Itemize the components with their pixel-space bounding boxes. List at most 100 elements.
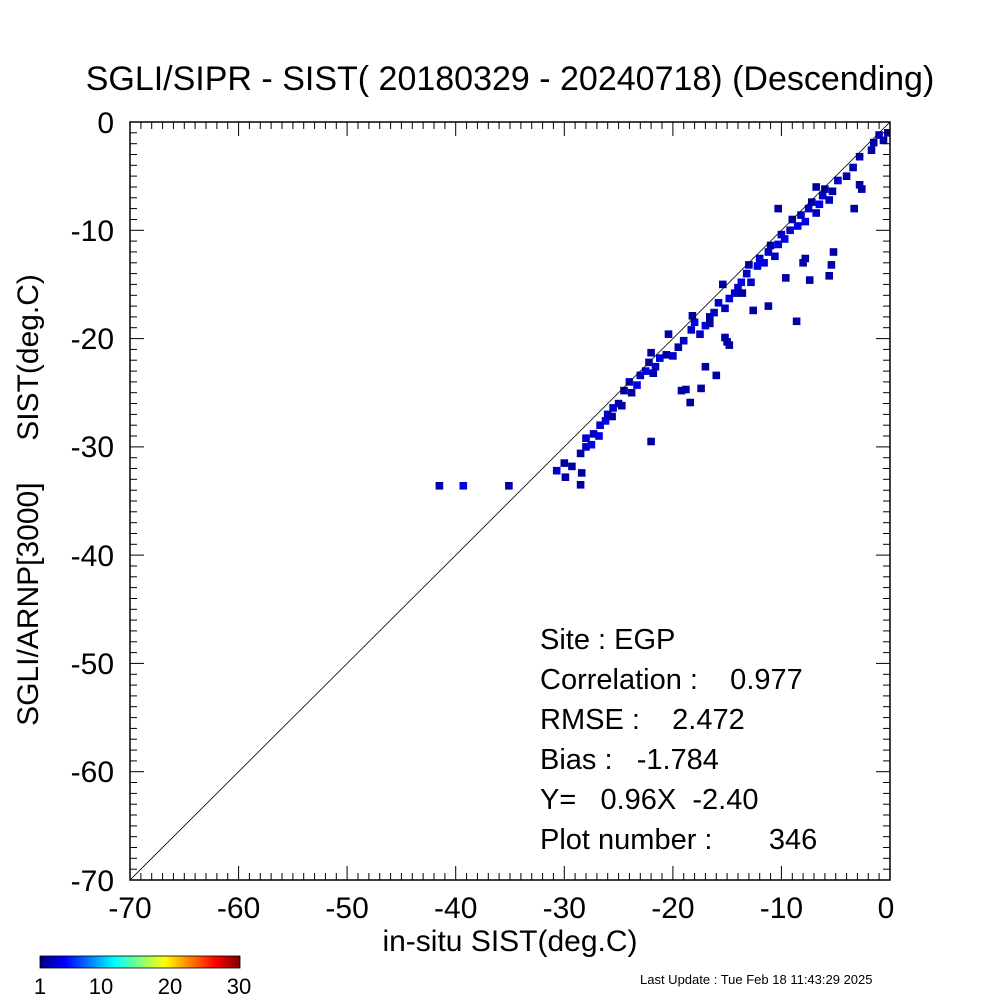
y-tick-label: -70: [71, 865, 114, 898]
heatmap-cell: [805, 276, 814, 284]
heatmap-cell: [855, 152, 864, 161]
heatmap-cell: [721, 333, 729, 342]
heatmap-cell: [818, 191, 827, 200]
colorbar-label: 30: [227, 974, 251, 999]
heatmap-cell: [760, 259, 768, 267]
heatmap-cell: [577, 469, 586, 477]
heatmap-cell: [647, 437, 655, 446]
heatmap-cell: [561, 473, 570, 481]
heatmap-cell: [618, 401, 626, 410]
stat-plot-number: Plot number : 346: [540, 824, 817, 856]
x-tick-label: -60: [217, 892, 260, 925]
heatmap-cell: [687, 326, 696, 334]
heatmap-cell: [686, 398, 694, 407]
heatmap-cell: [603, 410, 612, 419]
heatmap-cell: [829, 248, 838, 256]
heatmap-cell: [834, 176, 842, 185]
heatmap-cell: [649, 369, 658, 377]
heatmap-cell: [730, 289, 739, 297]
heatmap-cell: [738, 289, 747, 297]
heatmap-cell: [435, 482, 444, 490]
heatmap-cell: [706, 319, 714, 328]
heatmap-cell: [793, 222, 802, 230]
heatmap-cell: [766, 241, 775, 250]
one-to-one-line: [130, 122, 890, 880]
axis-ticks: [129, 121, 891, 881]
heatmap-cell: [801, 254, 810, 263]
heatmap-cell: [797, 211, 805, 219]
stat-bias: Bias : -1.784: [540, 744, 719, 776]
last-update-text: Last Update : Tue Feb 18 11:43:29 2025: [640, 972, 873, 987]
y-tick-label: -10: [71, 215, 114, 248]
x-tick-label: -40: [434, 892, 477, 925]
heatmap-cell: [669, 352, 677, 360]
y-tick-label: -20: [71, 323, 114, 356]
heatmap-cell: [719, 280, 727, 289]
heatmap-cell: [576, 481, 585, 489]
heatmap-cell: [459, 482, 468, 490]
heatmap-cell: [828, 187, 837, 196]
heatmap-cell: [753, 262, 762, 270]
y-tick-label: -40: [71, 540, 114, 573]
heatmap-cell: [641, 367, 650, 375]
heatmap-cell: [714, 299, 723, 307]
heatmap-cell: [850, 204, 858, 213]
x-tick-label: 0: [878, 892, 895, 925]
y-tick-labels: 0 -10 -20 -30 -40 -50 -60 -70: [71, 107, 114, 898]
heatmap-cell: [774, 204, 782, 213]
y-tick-label: -30: [71, 431, 114, 464]
heatmap-cell: [701, 321, 710, 330]
heatmap-cell: [815, 200, 824, 209]
heatmap-cell: [812, 209, 820, 217]
heatmap-cell: [664, 330, 673, 338]
heatmap-cell: [587, 440, 596, 449]
heatmap-cell: [674, 343, 683, 351]
colorbar: 1 10 20 30: [34, 955, 251, 999]
chart-title: SGLI/SIPR - SIST( 20180329 - 20240718) (…: [86, 60, 935, 98]
heatmap-cell: [792, 317, 801, 326]
x-tick-label: -20: [651, 892, 694, 925]
heatmap-cell: [589, 430, 598, 438]
heatmap-cell: [737, 278, 746, 287]
stat-rmse: RMSE : 2.472: [540, 704, 745, 736]
stats-box: Site : EGP Correlation : 0.977 RMSE : 2.…: [540, 624, 817, 856]
heatmap-cell: [764, 302, 773, 310]
colorbar-label: 20: [158, 974, 182, 999]
heatmap-cell: [620, 386, 628, 395]
heatmap-cell: [855, 181, 864, 189]
x-tick-label: -10: [760, 892, 803, 925]
heatmap-cell: [662, 351, 671, 359]
heatmap-cell: [858, 185, 866, 193]
colorbar-gradient: [39, 955, 241, 969]
heatmap-cell: [706, 313, 714, 321]
heatmap-cell: [777, 230, 786, 239]
heatmap-cell: [688, 312, 697, 320]
heatmap-cell: [596, 421, 604, 429]
heatmap-cell: [849, 163, 857, 172]
heatmap-cell: [755, 254, 764, 263]
x-tick-label: -50: [325, 892, 368, 925]
heatmap-cell: [627, 388, 636, 397]
heatmap-cell: [742, 269, 751, 278]
heatmap-cell: [804, 204, 813, 213]
heatmap-cell: [696, 330, 704, 338]
heatmap-cell: [576, 449, 585, 458]
heatmap-cell: [656, 354, 664, 362]
heatmap-cell: [780, 235, 789, 243]
heatmap-cell: [808, 198, 816, 206]
heatmap-cell: [825, 272, 833, 280]
stat-regression: Y= 0.96X -2.40: [540, 784, 758, 816]
stat-correlation: Correlation : 0.977: [540, 664, 803, 696]
heatmap-cell: [799, 259, 807, 267]
heatmap-cell: [608, 412, 616, 421]
heatmap-cell: [682, 385, 690, 394]
x-tick-labels: -70 -60 -50 -40 -30 -20 -10 0: [108, 892, 894, 925]
y-tick-label: -60: [71, 756, 114, 789]
heatmap-cell: [821, 185, 829, 193]
heatmap-cell: [677, 386, 686, 395]
heatmap-cell: [827, 261, 836, 269]
heatmap-cell: [842, 172, 851, 180]
heatmap-cell: [867, 146, 876, 154]
heatmap-cell: [636, 371, 645, 380]
